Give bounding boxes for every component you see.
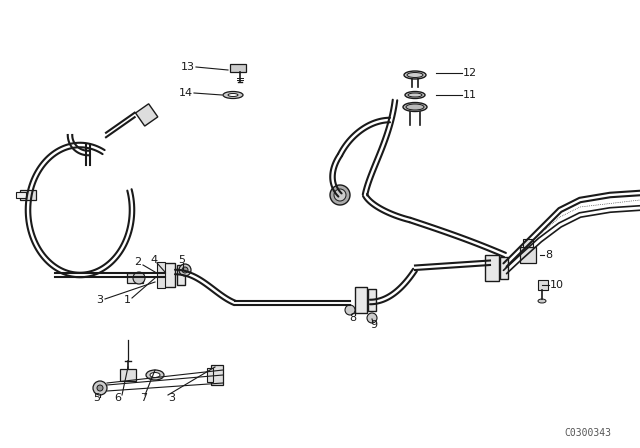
Bar: [136, 104, 158, 126]
Bar: [16, 192, 26, 198]
Text: 9: 9: [371, 320, 378, 330]
Text: 5: 5: [93, 393, 100, 403]
Ellipse shape: [538, 299, 546, 303]
Text: 8: 8: [349, 313, 356, 323]
Bar: [157, 262, 165, 288]
Bar: [177, 265, 185, 285]
Bar: [120, 369, 136, 381]
Text: 10: 10: [550, 280, 564, 290]
Circle shape: [182, 267, 188, 273]
Text: 7: 7: [140, 393, 148, 403]
Text: 3: 3: [168, 393, 175, 403]
Text: 4: 4: [150, 255, 157, 265]
Bar: [355, 287, 367, 313]
Text: 2: 2: [134, 257, 141, 267]
Circle shape: [367, 313, 377, 323]
Bar: [523, 239, 533, 247]
Circle shape: [97, 385, 103, 391]
Bar: [127, 273, 143, 283]
Circle shape: [179, 264, 191, 276]
Ellipse shape: [404, 71, 426, 79]
Ellipse shape: [405, 91, 425, 99]
Circle shape: [93, 381, 107, 395]
Bar: [520, 247, 536, 263]
Ellipse shape: [403, 103, 427, 112]
Bar: [230, 64, 246, 72]
Circle shape: [345, 305, 355, 315]
Bar: [20, 190, 36, 200]
Bar: [368, 289, 376, 311]
Text: 1: 1: [124, 295, 131, 305]
Bar: [500, 257, 508, 279]
Circle shape: [133, 272, 145, 284]
Circle shape: [330, 185, 350, 205]
Bar: [207, 368, 213, 382]
Bar: [211, 365, 223, 385]
Ellipse shape: [223, 91, 243, 99]
Ellipse shape: [228, 94, 238, 96]
Text: 6: 6: [115, 393, 122, 403]
Text: 3: 3: [97, 295, 104, 305]
Text: 12: 12: [463, 68, 477, 78]
Text: 14: 14: [179, 88, 193, 98]
Text: 13: 13: [181, 62, 195, 72]
Circle shape: [334, 189, 346, 201]
Ellipse shape: [146, 370, 164, 380]
Text: C0300343: C0300343: [564, 428, 611, 438]
Ellipse shape: [150, 372, 160, 378]
Text: 5: 5: [179, 255, 186, 265]
Text: 11: 11: [463, 90, 477, 100]
Bar: [163, 263, 175, 287]
Bar: [538, 280, 548, 290]
Bar: [485, 255, 499, 281]
Text: 8: 8: [545, 250, 552, 260]
